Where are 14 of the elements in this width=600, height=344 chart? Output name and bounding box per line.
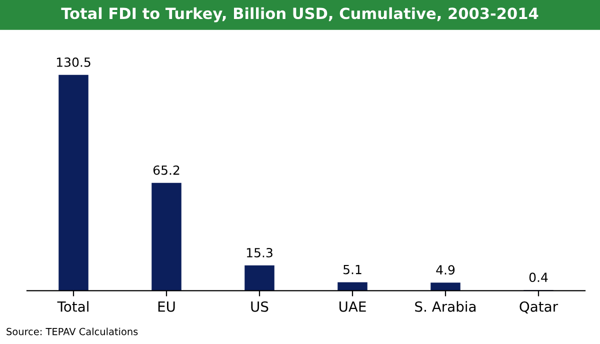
- data-label: 130.5: [56, 57, 90, 67]
- data-label: 4.9: [436, 265, 455, 275]
- x-tick-label: EU: [158, 302, 175, 312]
- x-tick-label: UAE: [339, 302, 366, 312]
- chart-title: Total FDI to Turkey, Billion USD, Cumulative, 2003-2014: [61, 7, 538, 22]
- data-label: 65.2: [153, 165, 180, 175]
- x-tick-label: Qatar: [520, 301, 558, 314]
- data-label: 5.1: [344, 264, 362, 274]
- x-tick-label: S. Arabia: [415, 301, 476, 312]
- x-tick-label: US: [251, 301, 268, 312]
- data-label: 0.4: [529, 272, 548, 282]
- source-note: Source: TEPAV Calculations: [6, 328, 138, 336]
- x-tick-label: Total: [57, 301, 88, 312]
- data-label: 15.3: [246, 248, 272, 258]
